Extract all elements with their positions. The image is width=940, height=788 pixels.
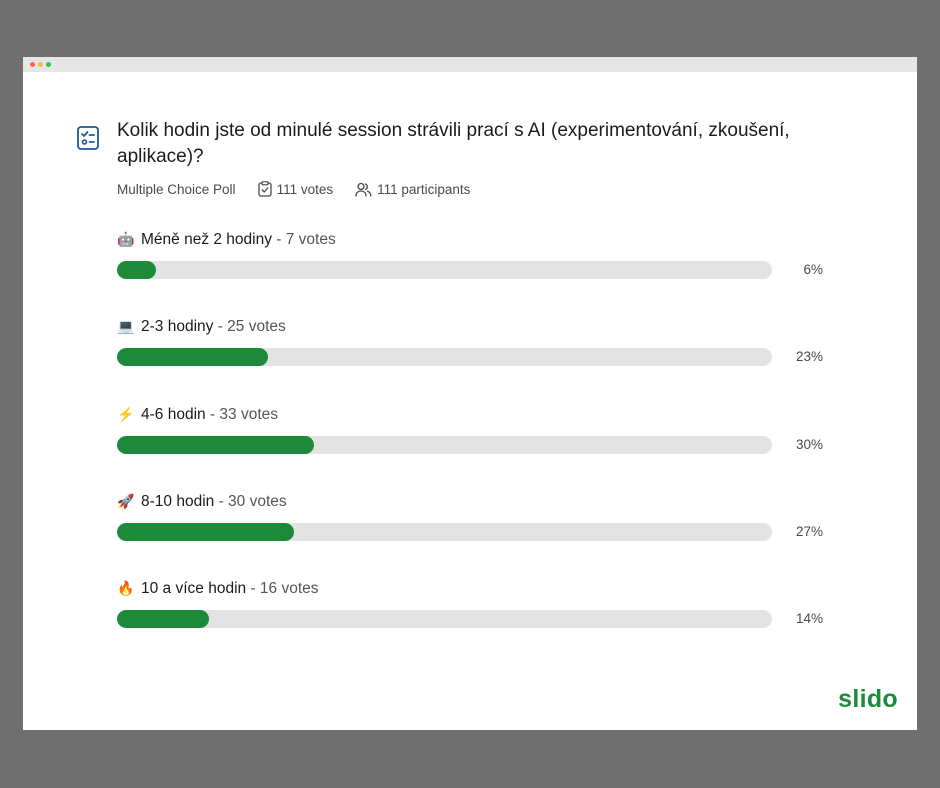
poll-type-label: Multiple Choice Poll [117,181,236,197]
option-label: 🚀 8-10 hodin - 30 votes [117,491,287,512]
option-label: 🔥 10 a více hodin - 16 votes [117,578,319,599]
option-label: ⚡ 4-6 hodin - 33 votes [117,404,278,425]
checklist-icon [77,126,99,150]
option-votes: - 25 votes [213,318,286,335]
result-bar-track [117,348,772,366]
window-titlebar [23,57,917,72]
result-bar-fill [117,436,314,454]
rocket-icon: 🚀 [117,493,135,509]
fire-icon: 🔥 [117,580,135,596]
result-bar-track [117,523,772,541]
poll-question: Kolik hodin jste od minulé session stráv… [117,120,790,167]
result-bar-fill [117,523,294,541]
poll-option: 🤖 Méně než 2 hodiny - 7 votes 6% [117,229,829,289]
browser-window: Kolik hodin jste od minulé session stráv… [23,57,917,730]
close-window-icon[interactable] [30,62,35,67]
minimize-window-icon[interactable] [38,62,43,67]
poll-option: 🚀 8-10 hodin - 30 votes 27% [117,491,829,551]
result-bar-track [117,610,772,628]
option-name: 4-6 hodin [141,406,206,423]
option-name: 10 a více hodin [141,580,247,597]
robot-icon: 🤖 [117,231,135,247]
option-votes: - 7 votes [271,231,336,248]
poll-meta: Multiple Choice Poll 111 votes 111 parti… [117,180,492,198]
option-name: 2-3 hodiny [141,318,214,335]
option-percent: 23% [795,349,823,364]
clipboard-check-icon [257,181,272,197]
result-bar-track [117,261,772,279]
result-bar-track [117,436,772,454]
votes-label: 111 votes [276,181,334,197]
option-percent: 6% [803,262,823,277]
votes-count: 111 votes [257,181,334,197]
participants-label: 111 participants [377,181,471,197]
option-votes: - 33 votes [205,406,279,423]
poll-option: 🔥 10 a více hodin - 16 votes 14% [117,578,829,638]
option-votes: - 30 votes [214,493,287,510]
slido-logo: slido [838,685,898,713]
option-votes: - 16 votes [246,580,319,597]
option-percent: 30% [795,437,823,452]
option-label: 💻 2-3 hodiny - 25 votes [117,316,286,337]
result-bar-fill [117,348,268,366]
option-percent: 27% [795,524,823,539]
result-bar-fill [117,261,157,279]
people-icon [355,182,372,197]
option-label: 🤖 Méně než 2 hodiny - 7 votes [117,229,336,250]
poll-type: Multiple Choice Poll [117,182,236,197]
laptop-icon: 💻 [117,318,135,334]
participants-count: 111 participants [355,182,470,197]
maximize-window-icon[interactable] [46,62,51,67]
poll-option: 💻 2-3 hodiny - 25 votes 23% [117,316,829,376]
lightning-icon: ⚡ [117,406,135,422]
option-name: Méně než 2 hodiny [141,231,272,248]
poll-option: ⚡ 4-6 hodin - 33 votes 30% [117,404,829,464]
result-bar-fill [117,610,209,628]
option-percent: 14% [795,611,823,626]
option-name: 8-10 hodin [141,493,215,510]
